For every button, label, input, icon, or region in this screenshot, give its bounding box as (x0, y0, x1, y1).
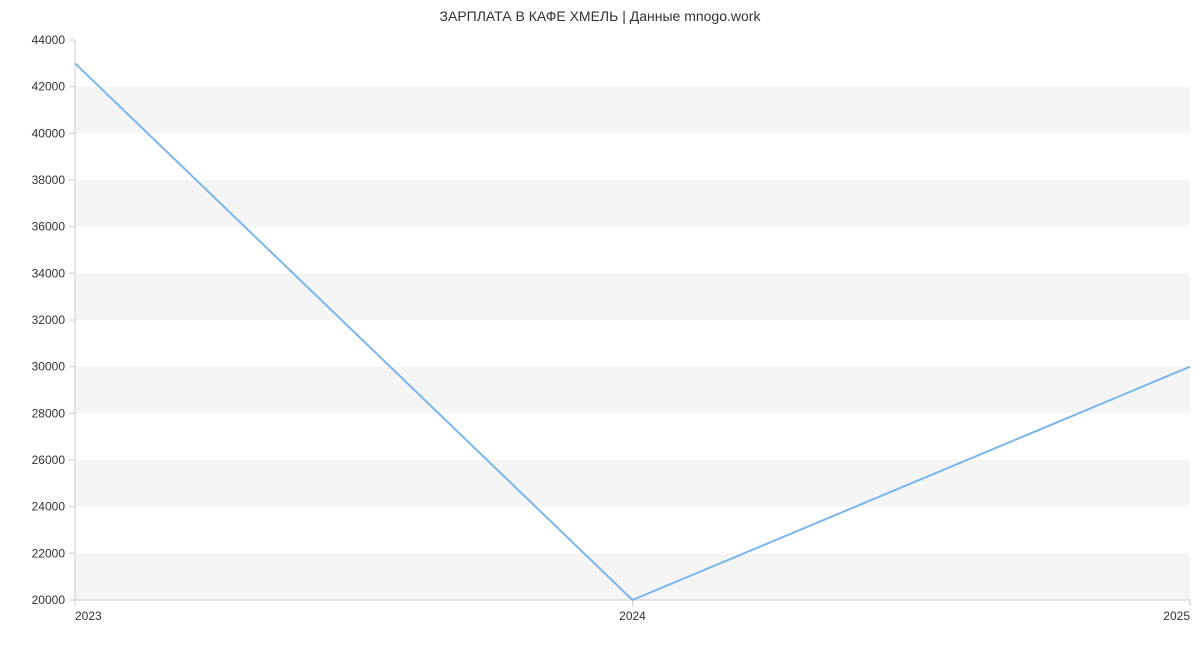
svg-text:2024: 2024 (619, 609, 646, 623)
svg-text:34000: 34000 (32, 266, 66, 280)
chart-svg: 20000 22000 24000 26000 28000 30000 32000 34000… (0, 0, 1200, 650)
svg-text:28000: 28000 (32, 406, 66, 420)
chart-title: ЗАРПЛАТА В КАФЕ ХМЕЛЬ | Данные mnogo.wor… (0, 8, 1200, 24)
svg-text:2023: 2023 (75, 609, 102, 623)
svg-text:24000: 24000 (32, 500, 66, 514)
svg-text:42000: 42000 (32, 80, 66, 94)
svg-text:22000: 22000 (32, 546, 66, 560)
svg-text:36000: 36000 (32, 220, 66, 234)
svg-text:20000: 20000 (32, 593, 66, 607)
svg-text:40000: 40000 (32, 126, 66, 140)
svg-text:2025: 2025 (1163, 609, 1190, 623)
svg-text:30000: 30000 (32, 360, 66, 374)
svg-text:32000: 32000 (32, 313, 66, 327)
svg-text:44000: 44000 (32, 33, 66, 47)
line-chart: ЗАРПЛАТА В КАФЕ ХМЕЛЬ | Данные mnogo.wor… (0, 0, 1200, 650)
svg-text:26000: 26000 (32, 453, 66, 467)
svg-text:38000: 38000 (32, 173, 66, 187)
